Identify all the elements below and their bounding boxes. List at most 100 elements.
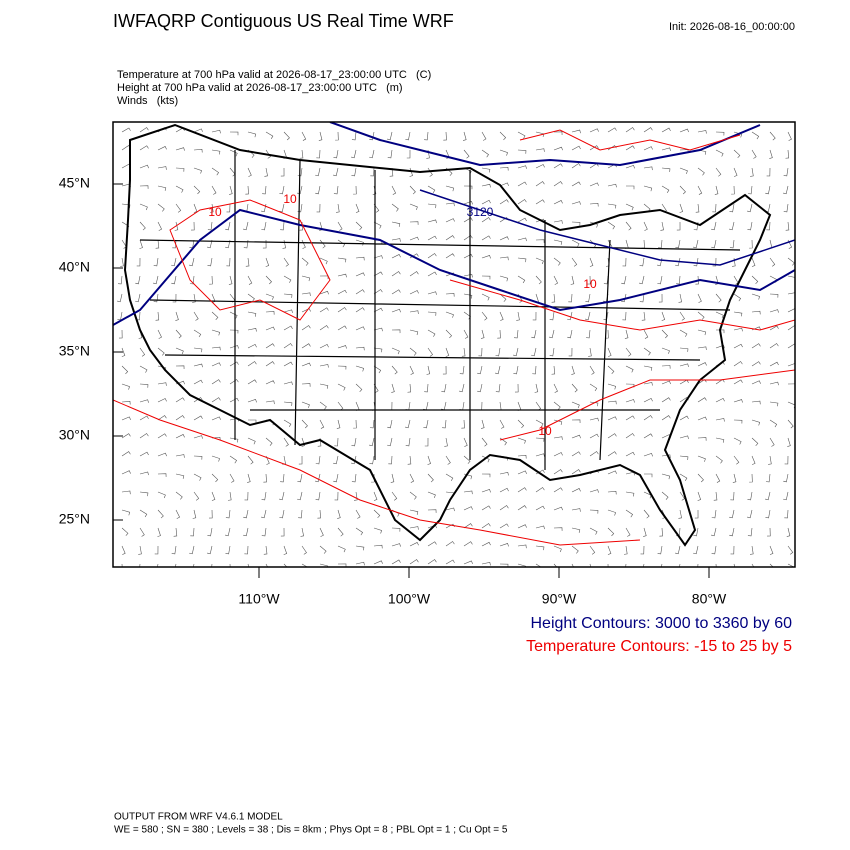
wind-barb xyxy=(517,275,526,284)
wind-barb xyxy=(407,455,412,465)
wind-barb xyxy=(211,346,221,351)
wind-barb xyxy=(641,311,646,321)
wind-barb xyxy=(625,221,632,231)
wind-barb xyxy=(247,275,253,285)
wind-barb xyxy=(157,203,165,212)
wind-barb xyxy=(175,347,184,355)
wind-barb xyxy=(661,311,666,321)
wind-barb xyxy=(787,308,795,313)
wind-barb xyxy=(589,489,599,493)
wind-barb xyxy=(695,203,700,213)
wind-barb xyxy=(445,541,455,547)
wind-barb xyxy=(373,365,382,374)
wind-barb xyxy=(211,416,221,421)
wind-barb xyxy=(351,149,357,159)
wind-barb xyxy=(769,563,774,567)
wind-barb xyxy=(679,435,689,440)
wind-barb xyxy=(481,541,491,547)
wind-barb xyxy=(391,271,401,277)
wind-barb xyxy=(157,509,164,519)
wind-barb xyxy=(279,509,285,519)
wind-barb xyxy=(388,455,393,465)
wind-barb xyxy=(283,325,293,331)
wind-barb xyxy=(139,471,149,476)
wind-barb xyxy=(243,527,249,537)
wind-barb xyxy=(265,400,275,405)
wind-barb xyxy=(153,293,159,303)
wind-barb xyxy=(243,509,249,519)
wind-barb xyxy=(229,329,239,334)
wind-barb xyxy=(712,203,717,213)
wind-barb xyxy=(517,149,527,154)
wind-barb xyxy=(783,167,789,177)
wind-barb xyxy=(729,509,735,519)
wind-barb xyxy=(334,437,339,447)
wind-barb xyxy=(553,563,558,567)
wind-barb xyxy=(697,437,707,441)
wind-barb xyxy=(319,307,329,313)
wind-barb xyxy=(301,362,311,367)
wind-barb xyxy=(751,361,761,367)
wind-barb xyxy=(391,347,400,355)
wind-barb xyxy=(517,470,527,475)
wind-barb xyxy=(531,347,537,357)
wind-barb xyxy=(462,131,467,141)
wind-barb xyxy=(355,221,363,231)
wind-barb xyxy=(279,203,285,213)
wind-barb xyxy=(139,145,149,151)
wind-barb xyxy=(193,397,203,403)
wind-barb xyxy=(424,437,429,447)
wind-barb xyxy=(783,203,789,213)
wind-barb xyxy=(769,257,776,267)
wind-barb xyxy=(729,203,735,213)
wind-barb xyxy=(207,239,213,249)
wind-barb xyxy=(409,221,419,225)
wind-barb xyxy=(643,166,653,171)
wind-barb xyxy=(607,527,615,537)
wind-barb xyxy=(175,491,183,500)
wind-barb xyxy=(765,509,771,519)
wind-barb xyxy=(463,490,473,495)
wind-barb xyxy=(319,419,325,429)
wind-barb xyxy=(192,509,197,519)
wind-barb xyxy=(571,508,581,512)
wind-barb xyxy=(157,527,161,537)
wind-barb xyxy=(513,365,519,375)
wind-barb xyxy=(333,167,339,177)
wind-barb xyxy=(391,329,401,334)
wind-barb xyxy=(301,343,311,349)
wind-barb xyxy=(391,289,401,295)
wind-barb xyxy=(715,473,721,483)
wind-barb xyxy=(661,454,671,459)
wind-barb xyxy=(607,221,616,230)
wind-barb xyxy=(297,491,303,501)
wind-barb xyxy=(319,343,329,349)
wind-barb xyxy=(409,559,419,565)
wind-barb xyxy=(625,185,635,190)
wind-barb xyxy=(535,505,545,511)
wind-barb xyxy=(191,221,195,231)
wind-barb xyxy=(605,329,609,339)
wind-barb xyxy=(445,311,454,318)
wind-barb xyxy=(337,273,347,278)
wind-barb xyxy=(623,545,628,555)
wind-barb xyxy=(265,343,275,349)
wind-barb xyxy=(409,509,419,515)
wind-barb xyxy=(445,455,451,465)
wind-barb xyxy=(731,185,735,195)
wind-barb xyxy=(621,275,627,285)
wind-barb xyxy=(189,257,195,267)
wind-barb xyxy=(478,347,483,357)
wind-barb xyxy=(333,149,339,159)
wind-barb xyxy=(747,527,753,537)
wind-barb xyxy=(643,329,649,339)
wind-barb xyxy=(175,311,179,321)
wind-barb xyxy=(193,379,203,385)
wind-barb xyxy=(427,291,437,295)
wind-barb xyxy=(427,509,437,513)
wind-barb xyxy=(481,149,489,158)
wind-barb xyxy=(625,491,635,497)
wind-barb xyxy=(139,185,149,189)
wind-barb xyxy=(355,527,364,536)
